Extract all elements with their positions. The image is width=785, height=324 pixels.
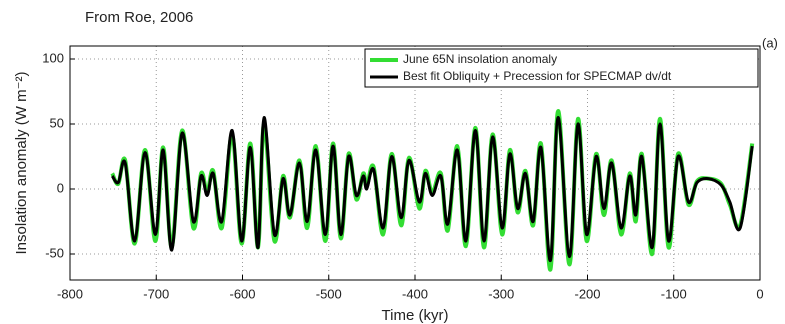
- y-tick-label: 50: [50, 115, 64, 130]
- y-tick-label: 100: [42, 50, 64, 65]
- x-tick-label: -300: [488, 286, 514, 301]
- annotation: (a): [762, 35, 778, 50]
- data-line: [111, 115, 754, 263]
- x-tick-label: -200: [574, 286, 600, 301]
- x-tick-label: -500: [316, 286, 342, 301]
- x-tick-label: -700: [143, 286, 169, 301]
- y-axis-label: Insolation anomaly (W m⁻²): [13, 72, 30, 255]
- legend-label: June 65N insolation anomaly: [403, 52, 557, 66]
- x-tick-label: -600: [229, 286, 255, 301]
- y-tick-label: 0: [57, 180, 64, 195]
- x-axis-label: Time (kyr): [382, 307, 449, 324]
- legend-box: [364, 48, 759, 88]
- y-tick-label: -50: [45, 245, 64, 260]
- x-tick-label: -800: [57, 286, 83, 301]
- chart-subtitle: From Roe, 2006: [85, 9, 193, 26]
- data-line: [110, 108, 755, 272]
- x-tick-label: -100: [661, 286, 687, 301]
- plot-frame: [69, 45, 761, 281]
- x-tick-label: -400: [402, 286, 428, 301]
- legend-label: Best fit Obliquity + Precession for SPEC…: [403, 69, 672, 83]
- x-tick-label: 0: [756, 286, 763, 301]
